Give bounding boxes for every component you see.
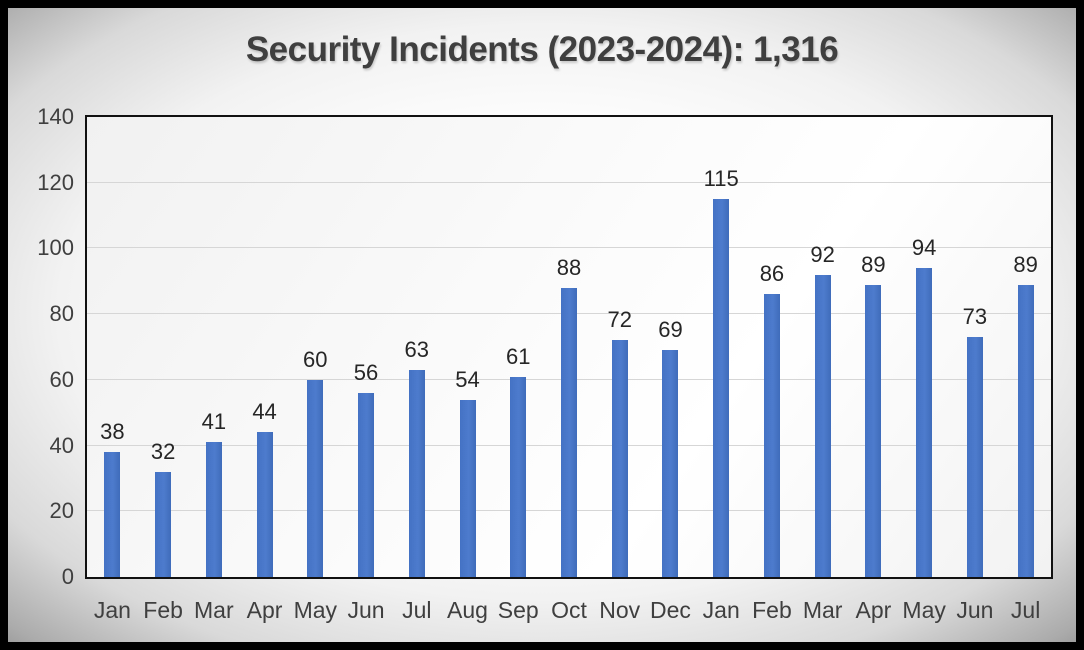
bar-slot: 63 — [391, 117, 442, 577]
bar — [155, 471, 172, 577]
gridline — [87, 181, 1051, 183]
bar-value-label: 38 — [100, 419, 125, 445]
bar — [916, 268, 933, 577]
bar — [408, 370, 425, 577]
bar-slot: 44 — [239, 117, 290, 577]
y-axis: 0 20 40 60 80 100 120 140 — [8, 104, 74, 589]
bar-value-label: 89 — [861, 251, 886, 277]
y-axis-tick-label: 100 — [37, 235, 74, 261]
x-axis-tick-label: Mar — [194, 597, 234, 623]
bar-slot: 94 — [899, 117, 950, 577]
x-axis-tick-label: Apr — [855, 597, 892, 623]
bar-slot: 88 — [544, 117, 595, 577]
bar — [510, 376, 527, 577]
bar-value-label: 54 — [455, 366, 480, 392]
bar-value-label: 115 — [703, 166, 739, 192]
bar-slot: 92 — [797, 117, 848, 577]
bar-value-label: 94 — [911, 235, 937, 261]
x-axis-tick-label: Nov — [599, 597, 641, 623]
x-axis-tick-label: Feb — [143, 597, 183, 623]
x-axis: Jan Feb Mar Apr May Jun Jul Aug Sep Oct Nov Dec Jan F… — [85, 597, 1053, 629]
x-axis-tick-label: Oct — [551, 597, 587, 623]
x-axis-tick-label: May — [902, 597, 946, 623]
y-axis-tick-label: 120 — [37, 169, 74, 195]
y-axis-tick-label: 140 — [37, 104, 74, 129]
bar-slot: 38 — [87, 117, 138, 577]
bar — [763, 294, 780, 577]
bar-slot: 73 — [950, 117, 1001, 577]
bar-slot: 32 — [138, 117, 189, 577]
y-axis-tick-label: 40 — [49, 432, 74, 458]
bar — [205, 442, 222, 577]
x-axis-tick-label: Dec — [650, 597, 691, 623]
bar-value-label: 32 — [150, 438, 176, 464]
bar — [560, 287, 577, 577]
x-axis-tick-label: Mar — [802, 597, 843, 623]
bar — [1017, 284, 1034, 577]
bar-slot: 89 — [848, 117, 899, 577]
x-axis-tick-label: Apr — [246, 597, 283, 623]
bar-slot: 60 — [290, 117, 341, 577]
x-axis-tick-label: Jun — [347, 597, 385, 623]
bar-value-label: 69 — [658, 317, 683, 343]
bar — [104, 452, 121, 577]
bar-value-label: 72 — [607, 307, 632, 333]
bar — [459, 399, 476, 577]
bar — [358, 393, 375, 577]
gridline — [87, 247, 1051, 249]
bar-value-label: 86 — [759, 261, 785, 287]
y-axis-tick-label: 0 — [61, 564, 74, 589]
bar — [611, 340, 628, 577]
x-axis-tick-label: Jan — [702, 597, 740, 623]
bar-value-label: 73 — [962, 304, 988, 330]
x-axis-tick-label: Jan — [93, 597, 131, 623]
bar — [966, 337, 983, 577]
x-axis-tick-label: Jun — [956, 597, 994, 623]
y-axis-tick-label: 60 — [49, 366, 74, 392]
bar-value-label: 92 — [810, 241, 835, 267]
bar — [256, 432, 273, 577]
plot-area: 38 32 41 44 60 56 63 54 61 88 72 69 115 86 92 89 94 73 89 — [85, 115, 1053, 579]
x-axis-tick-label: Feb — [752, 597, 792, 623]
bar-slot: 89 — [1000, 117, 1051, 577]
x-axis-tick-label: Aug — [447, 597, 488, 623]
bar-slot: 69 — [645, 117, 696, 577]
bar-slot: 115 — [696, 117, 747, 577]
bar-value-label: 89 — [1013, 251, 1038, 277]
bar-value-label: 44 — [252, 399, 277, 425]
x-axis-tick-label: Sep — [497, 597, 539, 623]
x-axis-tick-label: Jul — [402, 597, 432, 623]
bar-value-label: 63 — [404, 337, 430, 362]
bar-slot: 72 — [594, 117, 645, 577]
bar-slot: 61 — [493, 117, 544, 577]
x-axis-tick-label: May — [293, 597, 338, 623]
bar-value-label: 60 — [303, 346, 328, 372]
bar-value-label: 56 — [353, 360, 379, 385]
bar-slot: 86 — [747, 117, 798, 577]
bar — [865, 284, 882, 577]
bar — [662, 350, 679, 577]
bar — [814, 274, 831, 577]
chart-title: Security Incidents (2023-2024): 1,316 — [245, 30, 839, 69]
bar — [713, 199, 730, 577]
bar-value-label: 88 — [556, 254, 582, 280]
x-axis-tick-label: Jul — [1010, 597, 1041, 623]
bar-slot: 54 — [442, 117, 493, 577]
bar-value-label: 41 — [201, 409, 227, 435]
bar — [307, 379, 324, 577]
bar-slot: 41 — [188, 117, 239, 577]
bar-slot: 56 — [341, 117, 392, 577]
bar-value-label: 61 — [506, 343, 531, 369]
y-axis-tick-label: 80 — [49, 301, 74, 327]
y-axis-tick-label: 20 — [49, 498, 74, 524]
